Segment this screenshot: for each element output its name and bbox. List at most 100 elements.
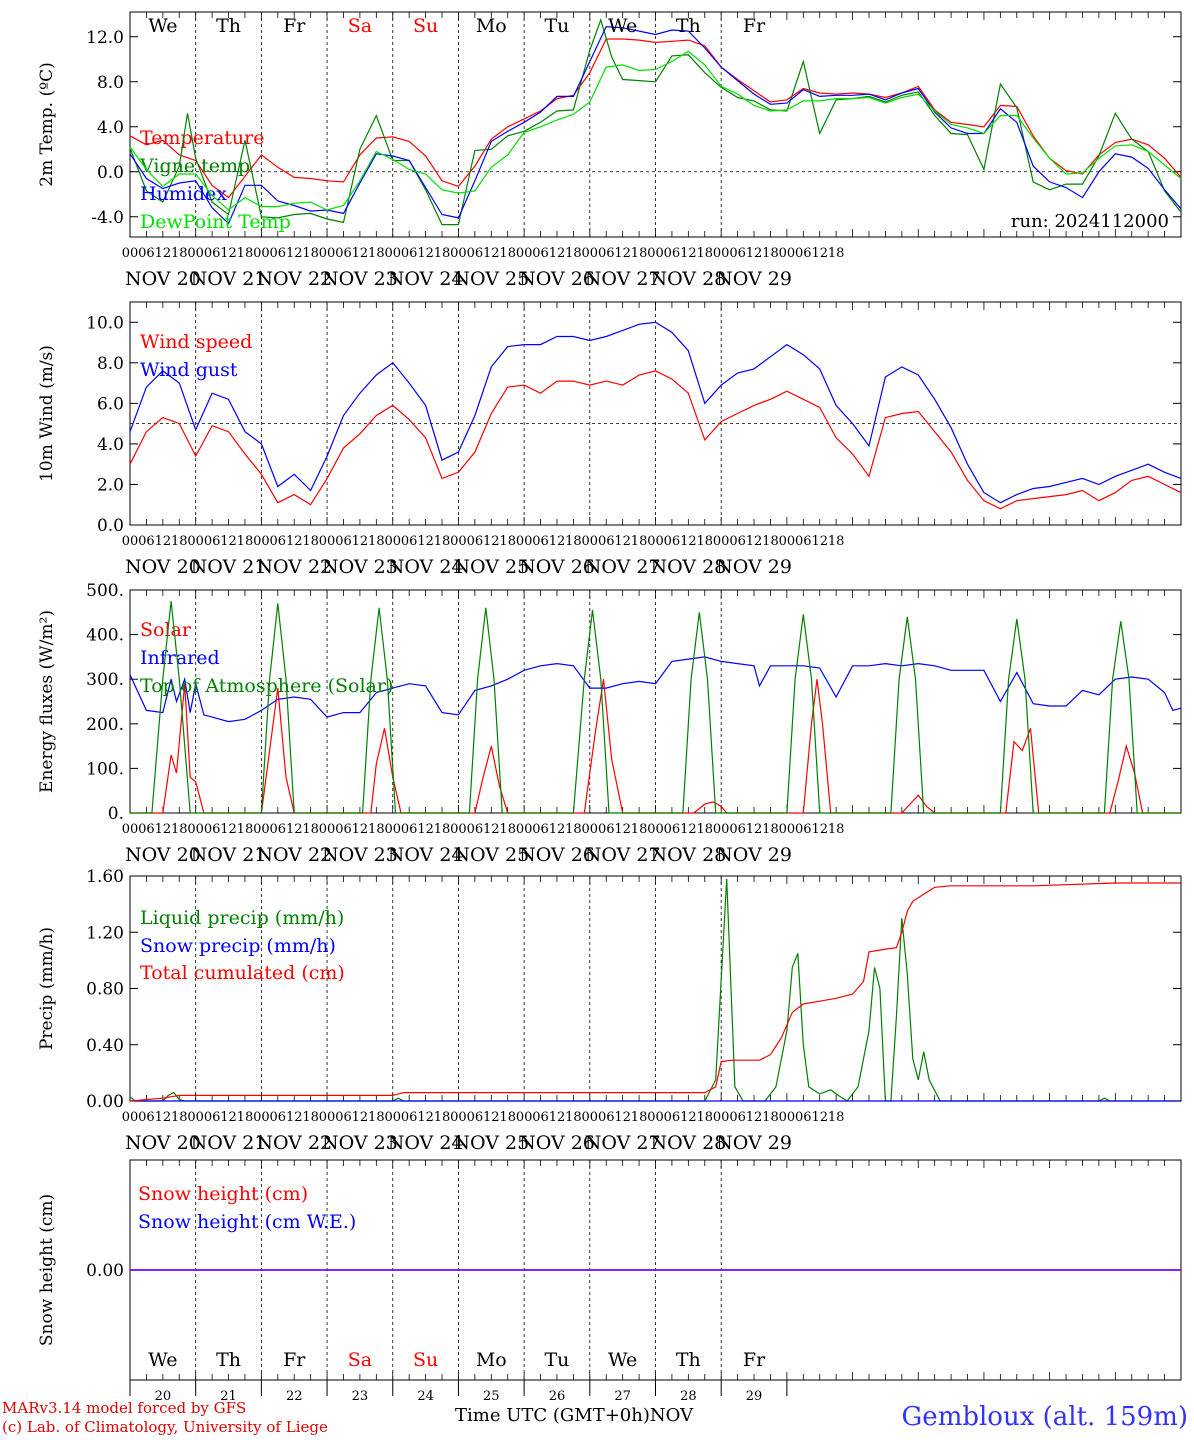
hour-label: 18 xyxy=(171,822,188,837)
hour-label: 12 xyxy=(220,534,237,549)
hour-label: 06 xyxy=(729,534,746,549)
hour-label: 00 xyxy=(319,1110,336,1125)
hour-label: 12 xyxy=(352,1110,369,1125)
hour-label: 12 xyxy=(614,534,631,549)
hour-label: 06 xyxy=(664,822,681,837)
hour-label: 12 xyxy=(549,534,566,549)
hour-label: 12 xyxy=(811,246,828,261)
hour-label: 18 xyxy=(499,246,516,261)
hour-label: 00 xyxy=(713,822,730,837)
hour-label: 00 xyxy=(253,246,270,261)
hour-label: 18 xyxy=(762,534,779,549)
day-label: NOV 23 xyxy=(322,268,398,290)
hour-label: 06 xyxy=(795,246,812,261)
hour-label: 06 xyxy=(335,534,352,549)
day-number-label: 22 xyxy=(286,1389,303,1404)
legend-entry: Liquid precip (mm/h) xyxy=(140,907,344,929)
legend-entry: Temperature xyxy=(140,127,264,149)
hour-label: 00 xyxy=(187,822,204,837)
series-line-wind-speed xyxy=(129,370,1182,510)
hour-label: 00 xyxy=(779,1110,796,1125)
month-label: NOV xyxy=(649,1405,694,1426)
hour-label: 12 xyxy=(811,1110,828,1125)
hour-label: 12 xyxy=(614,1110,631,1125)
hour-label: 12 xyxy=(220,1110,237,1125)
y-axis-label: 2m Temp. (ºC) xyxy=(37,62,57,187)
hour-label: 18 xyxy=(499,1110,516,1125)
day-label: NOV 21 xyxy=(191,268,267,290)
hour-label: 18 xyxy=(696,246,713,261)
hour-label: 18 xyxy=(565,1110,582,1125)
hour-label: 18 xyxy=(237,1110,254,1125)
hour-label: 00 xyxy=(516,534,533,549)
hour-label: 06 xyxy=(467,534,484,549)
panel-3: 0. 100. 200. 300. 400. 500. Energy fluxes (W/m… xyxy=(37,581,1182,866)
y-tick-label: 8.0 xyxy=(97,73,124,93)
weekday-label: Th xyxy=(216,1349,241,1371)
y-tick-label: 100. xyxy=(86,759,124,779)
y-tick-label: 6.0 xyxy=(97,394,124,414)
day-label: NOV 22 xyxy=(256,1132,332,1154)
legend-entry: Top of Atmosphere (Solar) xyxy=(140,675,393,697)
hour-label: 12 xyxy=(286,822,303,837)
day-label: NOV 23 xyxy=(322,1132,398,1154)
hour-label: 18 xyxy=(828,1110,845,1125)
hour-label: 18 xyxy=(565,822,582,837)
hour-label: 06 xyxy=(401,246,418,261)
hour-label: 12 xyxy=(155,246,172,261)
day-label: NOV 25 xyxy=(453,556,529,578)
weekday-label: We xyxy=(148,1349,177,1371)
day-number-label: 23 xyxy=(352,1389,369,1404)
legend-entry: Snow precip (mm/h) xyxy=(140,935,336,957)
hour-label: 18 xyxy=(237,822,254,837)
hour-label: 18 xyxy=(302,246,319,261)
hour-label: 06 xyxy=(270,246,287,261)
day-label: NOV 28 xyxy=(650,844,726,866)
day-label: NOV 22 xyxy=(256,268,332,290)
hour-label: 06 xyxy=(795,822,812,837)
y-tick-label: 10.0 xyxy=(86,313,124,333)
y-tick-label: 1.60 xyxy=(86,867,124,887)
y-tick-label: 12.0 xyxy=(86,28,124,48)
hour-label: 06 xyxy=(467,1110,484,1125)
day-label: NOV 28 xyxy=(650,556,726,578)
hour-label: 18 xyxy=(368,246,385,261)
credit-line-model: MARv3.14 model forced by GFS xyxy=(2,1399,247,1417)
y-tick-label: 400. xyxy=(86,626,124,646)
day-label: NOV 29 xyxy=(716,844,792,866)
hour-label: 12 xyxy=(811,822,828,837)
hour-label: 18 xyxy=(171,1110,188,1125)
hour-label: 12 xyxy=(549,246,566,261)
day-label: NOV 21 xyxy=(191,844,267,866)
hour-label: 12 xyxy=(286,534,303,549)
day-label: NOV 26 xyxy=(519,268,595,290)
hour-label: 00 xyxy=(384,822,401,837)
hour-label: 18 xyxy=(828,534,845,549)
legend-entry: Humidex xyxy=(140,183,227,205)
legend-entry: Wind gust xyxy=(140,359,238,381)
hour-label: 18 xyxy=(302,1110,319,1125)
hour-label: 00 xyxy=(122,1110,139,1125)
hour-label: 18 xyxy=(368,534,385,549)
hour-label: 06 xyxy=(532,822,549,837)
hour-label: 18 xyxy=(631,1110,648,1125)
y-tick-label: 4.0 xyxy=(97,435,124,455)
run-label: run: 2024112000 xyxy=(1011,211,1169,232)
hour-label: 06 xyxy=(401,1110,418,1125)
day-label: NOV 24 xyxy=(388,1132,464,1154)
weekday-label: Mo xyxy=(476,1349,507,1371)
hour-label: 06 xyxy=(138,822,155,837)
weekday-label: Mo xyxy=(476,15,507,37)
day-label: NOV 27 xyxy=(585,1132,661,1154)
day-label: NOV 29 xyxy=(716,268,792,290)
y-tick-label: 500. xyxy=(86,581,124,601)
day-number-label: 28 xyxy=(680,1389,697,1404)
hour-label: 00 xyxy=(516,822,533,837)
hour-label: 00 xyxy=(122,822,139,837)
day-label: NOV 20 xyxy=(125,844,201,866)
hour-label: 00 xyxy=(122,246,139,261)
hour-label: 00 xyxy=(582,822,599,837)
series-line-humidex xyxy=(129,25,1182,225)
day-label: NOV 26 xyxy=(519,844,595,866)
